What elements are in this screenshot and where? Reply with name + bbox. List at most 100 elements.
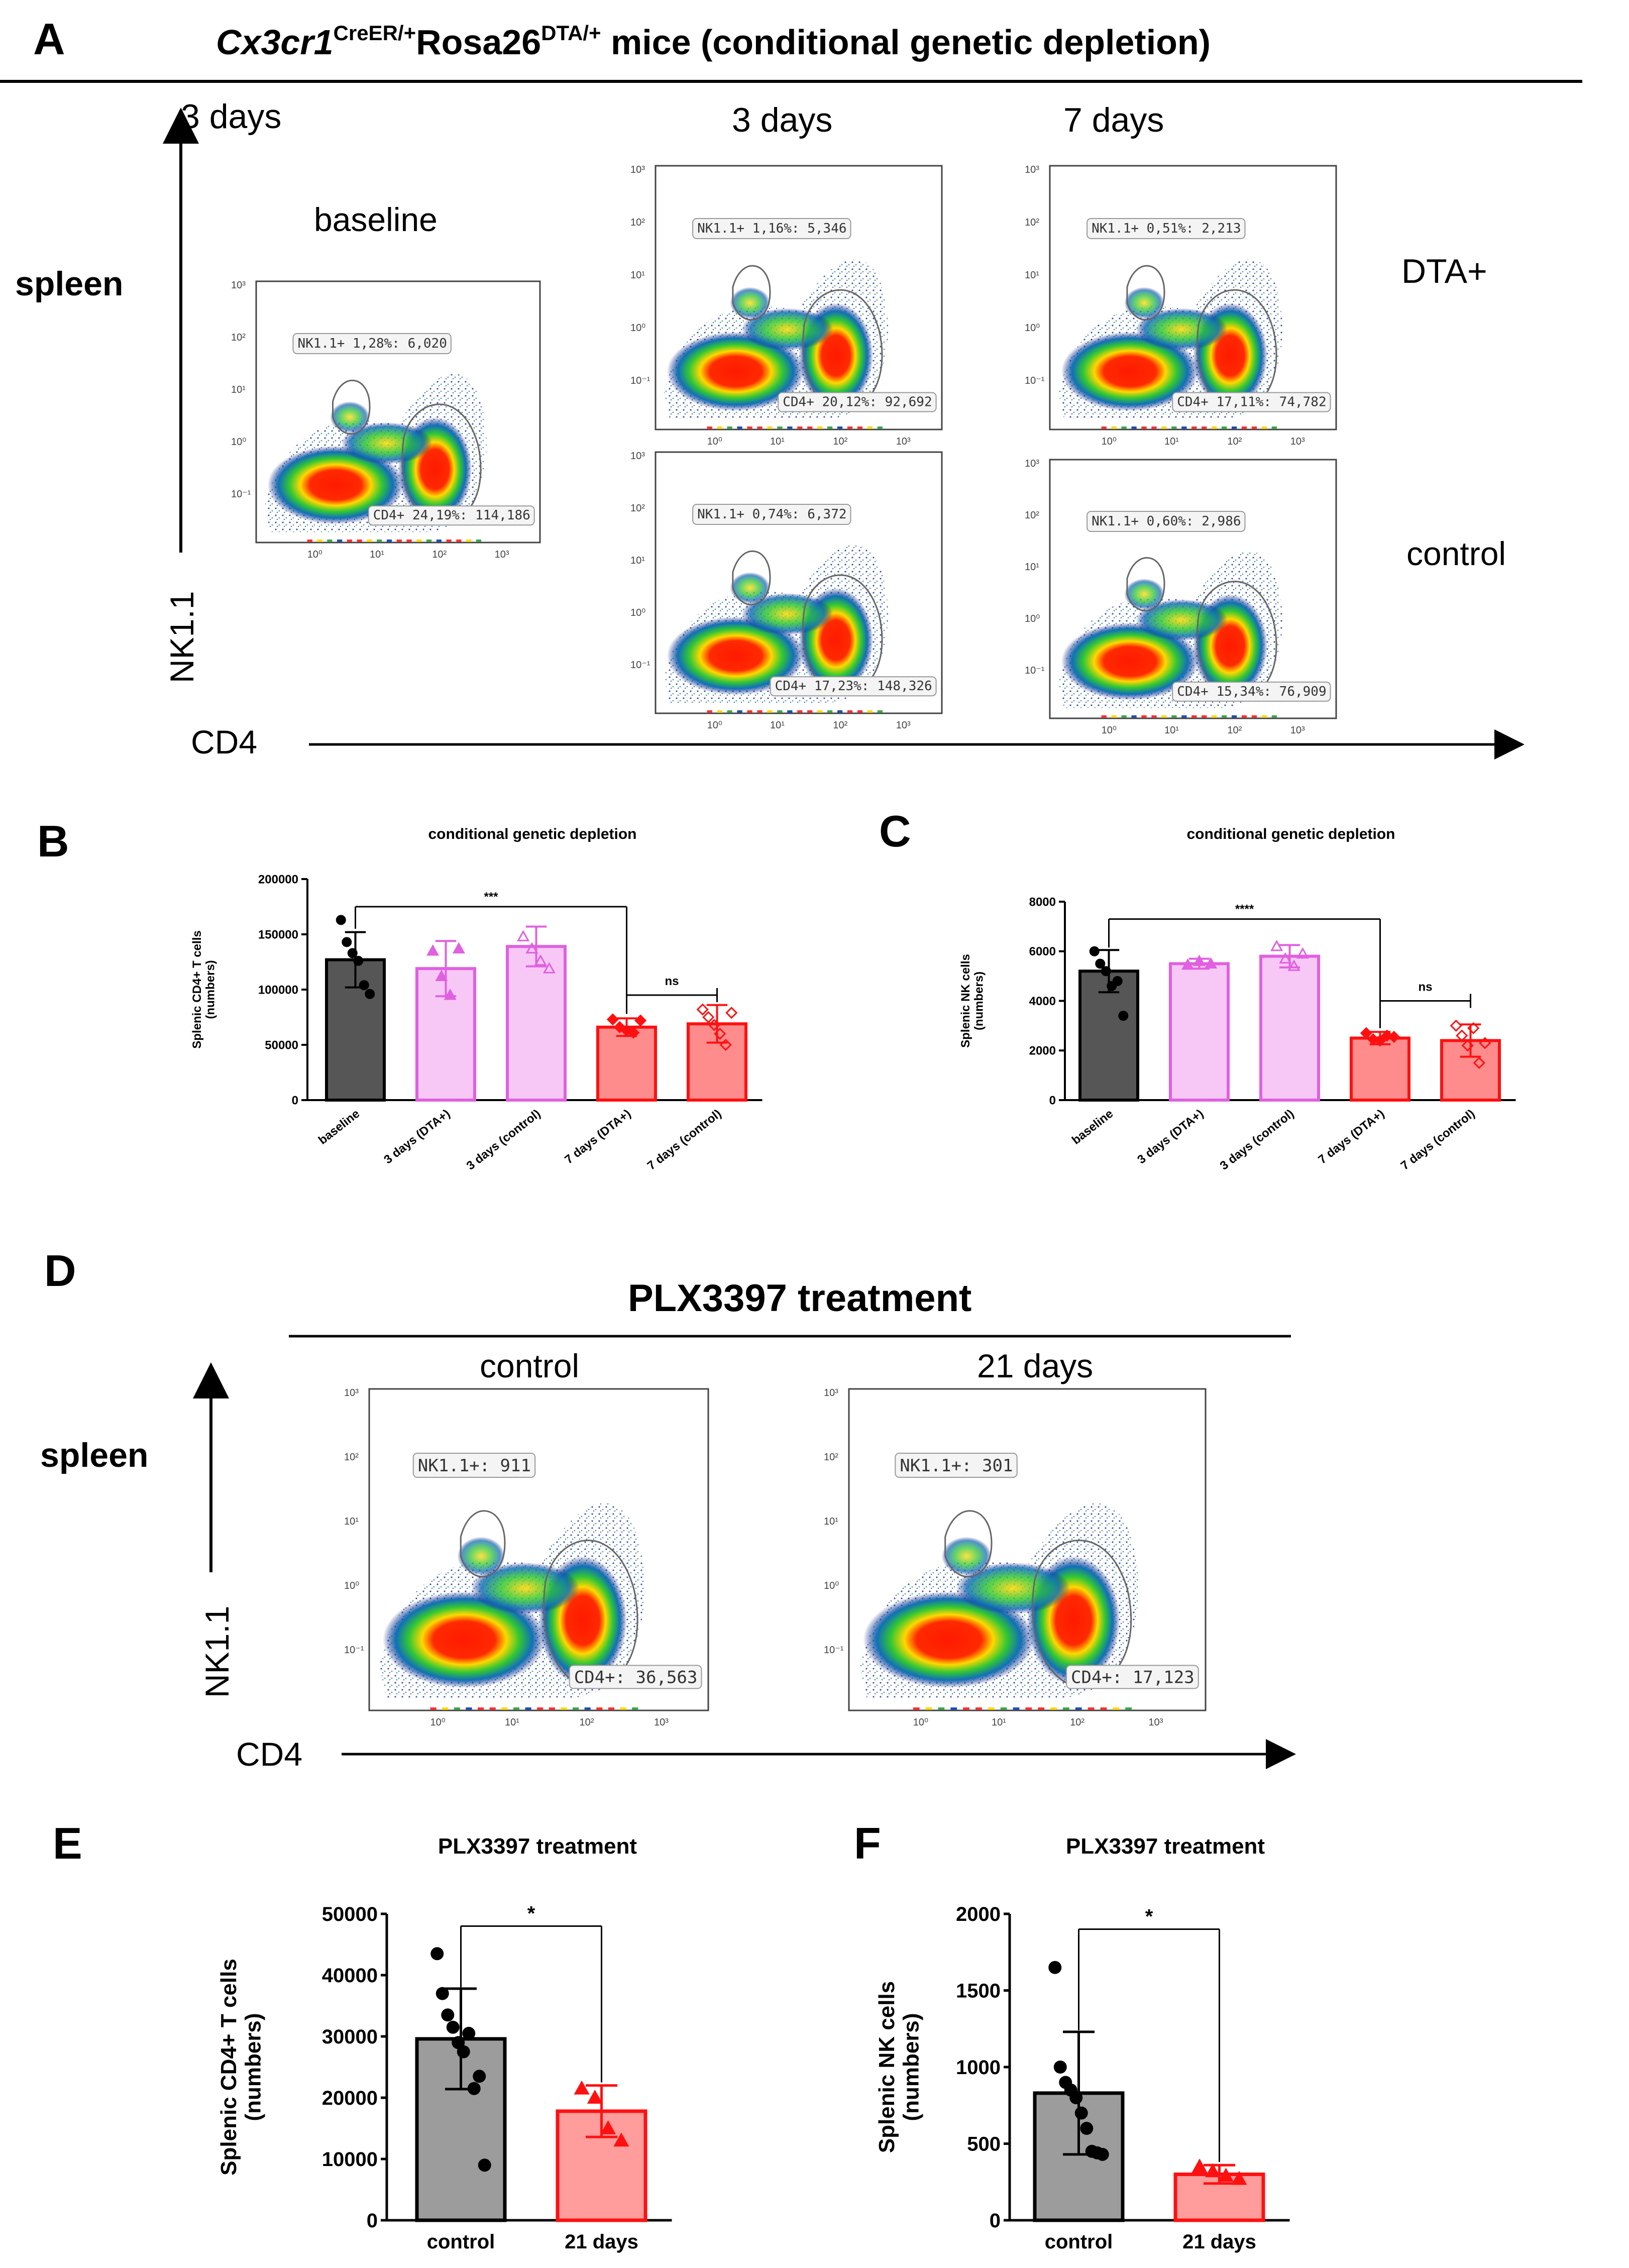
axis-color-strip xyxy=(1191,426,1197,429)
bar xyxy=(1169,962,1230,1102)
axis-color-strip xyxy=(430,1707,437,1710)
x-tick-label: 10⁰ xyxy=(707,436,722,447)
population-nk xyxy=(941,1537,992,1576)
data-point xyxy=(587,2089,603,2104)
y-tick-label: 10² xyxy=(824,1452,838,1463)
axis-color-strip xyxy=(1171,715,1177,718)
data-point xyxy=(613,2132,629,2147)
y-tick-label: 10⁰ xyxy=(824,1580,839,1591)
axis-color-strip xyxy=(1231,426,1237,429)
x-tick-label: baseline xyxy=(316,1107,362,1147)
cd4-gate xyxy=(543,1540,638,1687)
significance-label: * xyxy=(527,1902,535,1924)
x-tick-label: 10¹ xyxy=(770,720,785,731)
y-tick-label: 10⁰ xyxy=(630,607,645,618)
data-point xyxy=(1218,2168,1234,2182)
cd4-gate xyxy=(802,574,883,694)
data-point xyxy=(606,1013,619,1026)
axis-color-strip xyxy=(1251,715,1257,718)
chart-b: conditional genetic depletion 0 50000 10000… xyxy=(190,826,763,1173)
cd4-gate-label-box xyxy=(778,392,937,412)
population-bridge xyxy=(1136,599,1228,641)
data-point xyxy=(1467,1022,1480,1034)
bar xyxy=(506,945,567,1102)
cd4-gate-label: CD4+ 17,23%: 148,326 xyxy=(775,679,932,694)
axis-color-strip xyxy=(877,426,883,429)
axis-color-strip xyxy=(747,710,752,713)
nk-gate-label-box xyxy=(692,218,851,239)
axis-color-strip xyxy=(737,710,742,713)
axis-color-strip xyxy=(1038,1707,1045,1710)
cd4-gate-label: CD4+ 24,19%: 114,186 xyxy=(373,508,530,523)
data-point xyxy=(574,2080,590,2095)
axis-color-strip xyxy=(757,426,763,429)
x-tick-label: 7 days (control) xyxy=(645,1107,724,1172)
data-point xyxy=(708,1019,720,1031)
bar xyxy=(1259,954,1320,1102)
y-tick-label: 20000 xyxy=(322,2087,378,2109)
data-point xyxy=(517,930,530,941)
data-point xyxy=(347,948,358,958)
x-tick-label: 10⁰ xyxy=(707,720,722,731)
axis-color-strip xyxy=(489,1707,496,1710)
y-tick-label: 10⁰ xyxy=(630,322,645,334)
axis-color-strip xyxy=(837,426,843,429)
axis-color-strip xyxy=(501,1707,508,1710)
axis-color-strip xyxy=(1075,1707,1082,1710)
cd4-gate xyxy=(802,289,883,410)
x-tick-label: 3 days (DTA+) xyxy=(381,1107,453,1166)
y-tick-label: 10³ xyxy=(344,1387,359,1398)
nk-gate-label: NK1.1+ 0,51%: 2,213 xyxy=(1092,221,1241,236)
y-tick-label: 0 xyxy=(292,1094,298,1107)
axis-color-strip xyxy=(377,539,382,542)
axis-color-strip xyxy=(767,710,773,713)
data-point xyxy=(627,1026,640,1039)
data-point xyxy=(342,937,352,947)
nk-gate-label-box xyxy=(1087,218,1246,239)
axis-color-strip xyxy=(337,539,343,542)
axis-color-strip xyxy=(1121,426,1127,429)
cd4-gate-label: CD4+ 15,34%: 76,909 xyxy=(1177,684,1326,699)
data-point xyxy=(1192,954,1206,966)
chart-title: PLX3397 treatment xyxy=(438,1834,637,1859)
axis-color-strip xyxy=(1261,426,1267,429)
x-tick-label: 7 days (control) xyxy=(1398,1107,1477,1172)
axis-color-strip xyxy=(797,426,803,429)
data-point xyxy=(457,2045,470,2059)
axis-color-strip xyxy=(707,710,712,713)
axis-color-strip xyxy=(632,1707,638,1710)
population-nk xyxy=(1124,287,1165,319)
axis-color-strip xyxy=(446,539,452,542)
axis-color-strip xyxy=(347,539,352,542)
x-tick-label: 10⁰ xyxy=(430,1717,446,1728)
panel-letter-a: A xyxy=(33,14,65,64)
population-bridge xyxy=(741,593,833,635)
bar xyxy=(1350,1036,1410,1102)
row-label-dta: DTA+ xyxy=(1401,252,1487,290)
y-tick-label: 10³ xyxy=(824,1387,838,1398)
data-point xyxy=(714,1027,726,1040)
axis-color-strip xyxy=(426,539,432,542)
axis-color-strip xyxy=(737,426,742,429)
axis-color-strip xyxy=(1271,715,1277,718)
data-point xyxy=(1360,1027,1373,1039)
data-point xyxy=(525,942,538,954)
nk-gate-label-box xyxy=(292,333,452,354)
bar xyxy=(596,1025,657,1102)
significance-label: * xyxy=(1145,1906,1153,1928)
axis-color-strip xyxy=(1231,715,1237,718)
data-point xyxy=(336,915,346,925)
nk-gate-label-box xyxy=(895,1453,1018,1478)
flow-plot: NK1.1+ 0,60%: 2,986 CD4+ 15,34%: 76,909 10… xyxy=(1025,458,1337,736)
nk-gate xyxy=(732,265,771,321)
x-tick-label: 10¹ xyxy=(370,549,384,560)
data-point xyxy=(696,1003,709,1016)
axis-color-strip xyxy=(1000,1707,1007,1710)
x-tick-label: 10⁰ xyxy=(1102,725,1117,736)
y-tick-label: 150000 xyxy=(258,928,298,941)
cd4-gate-label: CD4+: 17,123 xyxy=(1071,1667,1194,1687)
axis-color-strip xyxy=(827,426,833,429)
population-bridge xyxy=(1136,308,1228,351)
y-tick-label: 10⁻¹ xyxy=(630,375,650,386)
x-tick-label: baseline xyxy=(1069,1107,1116,1147)
